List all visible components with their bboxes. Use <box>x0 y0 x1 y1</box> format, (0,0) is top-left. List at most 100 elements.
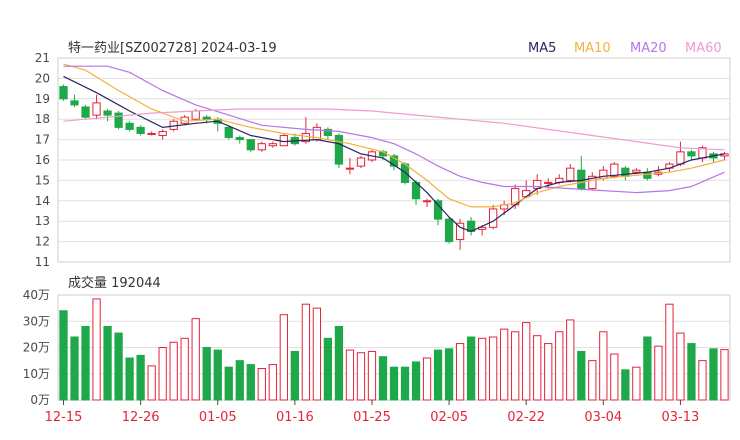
candle <box>687 149 696 160</box>
price-tick-label: 15 <box>35 173 50 187</box>
candle <box>246 139 255 152</box>
volume-bar <box>103 326 112 401</box>
price-frame <box>57 57 731 263</box>
candle-body-up <box>92 102 101 116</box>
volume-bar <box>544 343 553 401</box>
volume-bar <box>555 331 564 401</box>
candle-body-down <box>235 137 244 141</box>
candle <box>158 129 167 140</box>
candle-body-up <box>489 208 498 228</box>
volume-bar <box>566 319 575 401</box>
candle-body-up <box>566 167 575 181</box>
candle <box>334 133 344 169</box>
candle-body-down <box>687 151 696 157</box>
price-tick-label: 16 <box>35 153 50 167</box>
volume-bar <box>500 328 509 401</box>
volume-bar <box>422 357 432 401</box>
candle <box>444 217 454 244</box>
price-tick-label: 17 <box>35 133 50 147</box>
volume-bar <box>621 369 630 401</box>
candle <box>323 127 333 140</box>
price-tick-label: 12 <box>35 235 50 249</box>
volume-bar <box>654 345 663 401</box>
candle-body-up <box>147 132 156 135</box>
candle-body-up <box>268 143 277 147</box>
candle-body-down <box>323 128 333 137</box>
candle-body-up <box>455 222 465 241</box>
ma-line-ma20 <box>63 65 725 194</box>
volume-tick-label: 10万 <box>23 367 50 381</box>
volume-bar <box>246 364 255 401</box>
candle <box>257 141 266 152</box>
candle <box>70 94 79 107</box>
volume-bar <box>191 318 200 401</box>
candle-body-down <box>103 110 112 116</box>
volume-bar <box>433 349 443 401</box>
ma-line-ma10 <box>63 63 725 208</box>
candle <box>433 198 443 226</box>
volume-panel: 0万 10万 20万 30万 40万 <box>23 288 731 407</box>
date-tick-label: 01-16 <box>276 410 314 425</box>
ma-line-ma5 <box>63 75 725 233</box>
candle <box>489 204 498 230</box>
volume-bar <box>92 298 101 401</box>
candle <box>422 198 432 207</box>
volume-bar <box>709 348 718 401</box>
price-tick-label: 21 <box>35 51 50 65</box>
volume-bar <box>224 366 233 401</box>
candle <box>268 141 277 148</box>
volume-bar <box>213 349 222 401</box>
candle-body-down <box>433 200 443 220</box>
candle-body-down <box>334 135 344 165</box>
volume-bar <box>279 314 288 401</box>
candle-body-down <box>202 116 211 120</box>
volume-bar <box>522 322 531 401</box>
legend-ma20: MA20 <box>630 41 667 56</box>
volume-bar <box>136 354 145 401</box>
candle <box>466 217 476 236</box>
legend-ma10: MA10 <box>574 41 611 56</box>
candle-body-up <box>610 163 619 177</box>
candle-body-up <box>422 200 432 203</box>
volume-tick-label: 30万 <box>23 314 50 328</box>
volume-bar <box>125 357 134 401</box>
ma-legend: MA5 MA10 MA20 MA60 <box>528 41 722 56</box>
volume-bar <box>400 366 410 401</box>
volume-bar <box>323 337 333 401</box>
volume-bar <box>147 365 156 401</box>
candle <box>566 164 575 183</box>
chart-title: 特一药业[SZ002728] 2024-03-19 <box>68 41 277 56</box>
volume-bar <box>378 356 388 401</box>
ma-line-ma60 <box>63 108 725 151</box>
candle <box>312 123 322 142</box>
volume-bar <box>466 336 476 401</box>
volume-bar <box>312 307 322 401</box>
candle <box>356 155 366 169</box>
candle-body-up <box>301 132 311 143</box>
date-tick-label: 12-26 <box>122 410 160 425</box>
volume-label: 成交量 192044 <box>68 275 161 291</box>
volume-bar <box>665 303 674 401</box>
volume-bar <box>489 336 498 401</box>
price-tick-label: 13 <box>35 214 50 228</box>
candle <box>103 109 112 122</box>
candle-body-down <box>136 126 145 134</box>
price-tick-label: 19 <box>35 92 50 106</box>
candle-body-down <box>125 122 134 130</box>
candle <box>621 166 630 181</box>
candle <box>345 157 355 175</box>
candle-body-down <box>389 155 399 167</box>
volume-bar <box>367 350 377 401</box>
volume-bar <box>599 331 608 401</box>
volume-tick-label: 20万 <box>23 341 50 355</box>
candle-body-down <box>400 163 410 183</box>
candle <box>301 117 311 144</box>
volume-bar <box>202 347 211 401</box>
volume-bar <box>70 336 79 401</box>
candle-body-up <box>158 130 167 137</box>
date-axis: 12-15 12-26 01-05 01-16 01-25 02-05 02-22 03-04… <box>45 400 699 425</box>
candle <box>59 84 68 101</box>
volume-tick-label: 40万 <box>23 288 50 302</box>
volume-bar <box>411 361 421 401</box>
volume-bar <box>632 366 641 401</box>
